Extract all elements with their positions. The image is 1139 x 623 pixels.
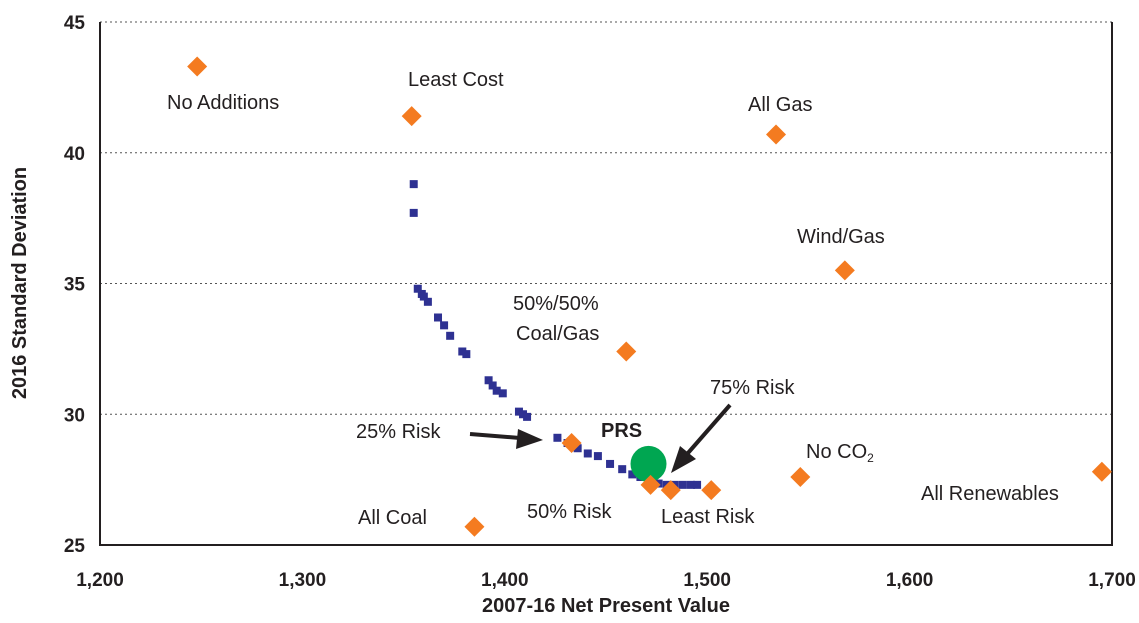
frontier-point — [484, 376, 493, 385]
annotations: No Additions Least Cost All Gas Wind/Gas… — [167, 69, 1059, 529]
x-tick-label: 1,200 — [76, 570, 124, 591]
prs-series — [630, 445, 667, 482]
portfolio-point-all-coal — [464, 516, 485, 537]
arrow-25-risk — [469, 432, 521, 440]
x-axis-title: 2007-16 Net Present Value — [482, 595, 730, 617]
label-all-renewables: All Renewables — [921, 483, 1059, 505]
frontier-point — [492, 386, 501, 395]
y-tick-label: 40 — [64, 144, 85, 165]
frontier-point — [678, 480, 687, 489]
portfolio-point-no-additions — [187, 56, 208, 77]
x-tick-label: 1,500 — [683, 570, 731, 591]
label-no-co2-subscript: 2 — [867, 451, 874, 465]
portfolio-point-all-gas — [766, 124, 787, 145]
frontier-point — [514, 407, 523, 416]
frontier-point — [434, 313, 443, 322]
tick-labels: 1,200 1,300 1,400 1,500 1,600 1,700 25 30 35 40 45 — [64, 13, 1136, 591]
gridlines — [100, 21, 1112, 415]
y-tick-label: 35 — [64, 275, 86, 296]
portfolio-point-least-cost — [401, 106, 422, 127]
frontier-point — [409, 208, 418, 217]
portfolio-point-all-renewables — [1091, 461, 1112, 482]
y-tick-label: 25 — [64, 536, 86, 557]
frontier-point — [553, 433, 562, 442]
arrow-75-risk — [686, 403, 732, 455]
label-50-risk: 50% Risk — [527, 501, 612, 523]
arrow-75-risk-head — [671, 446, 696, 473]
frontier-point — [693, 480, 702, 489]
frontier-point — [488, 381, 497, 390]
label-no-co2-main: No CO — [806, 441, 867, 463]
y-axis-title: 2016 Standard Deviation — [9, 167, 31, 399]
label-all-gas: All Gas — [748, 94, 812, 116]
frontier-point — [628, 470, 637, 479]
prs-point — [630, 445, 667, 482]
frontier-point — [573, 444, 582, 453]
y-tick-label: 45 — [64, 13, 86, 34]
label-coal-gas-line1: 50%/50% — [513, 293, 599, 315]
x-tick-label: 1,600 — [886, 570, 934, 591]
frontier-point — [498, 389, 507, 398]
frontier-point — [523, 412, 532, 421]
portfolio-point-no-co2 — [790, 467, 811, 488]
frontier-point — [687, 480, 696, 489]
frontier-point — [583, 449, 592, 458]
portfolio-point-wind-gas — [834, 260, 855, 281]
frontier-point — [462, 350, 471, 359]
label-coal-gas-line2: Coal/Gas — [516, 323, 599, 345]
frontier-point — [409, 180, 418, 189]
portfolio-point-50-risk — [640, 474, 661, 495]
label-25-risk: 25% Risk — [356, 421, 441, 443]
label-wind-gas: Wind/Gas — [797, 226, 885, 248]
label-no-co2: No CO2 — [806, 441, 874, 465]
frontier-point — [413, 284, 422, 293]
portfolio-point-50-50-coal-gas — [616, 341, 637, 362]
frontier-point — [519, 410, 528, 419]
frontier-point — [458, 347, 467, 356]
frontier-point — [593, 452, 602, 461]
x-tick-label: 1,300 — [279, 570, 327, 591]
x-tick-label: 1,400 — [481, 570, 529, 591]
arrow-25-risk-head — [516, 429, 543, 449]
label-all-coal: All Coal — [358, 507, 427, 529]
axes — [99, 22, 1113, 546]
frontier-point — [440, 321, 449, 330]
x-tick-label: 1,700 — [1088, 570, 1136, 591]
portfolio-series — [187, 56, 1112, 537]
efficient-frontier-series — [409, 180, 702, 489]
portfolio-point-least-risk — [701, 480, 722, 501]
frontier-point — [606, 459, 615, 468]
portfolio-point-25-risk — [561, 433, 582, 454]
y-tick-label: 30 — [64, 405, 85, 426]
label-prs: PRS — [601, 420, 642, 442]
frontier-point — [423, 297, 432, 306]
portfolio-point-75-risk — [660, 480, 681, 501]
arrows — [469, 403, 732, 473]
label-75-risk: 75% Risk — [710, 377, 795, 399]
frontier-point — [419, 292, 428, 301]
label-least-cost: Least Cost — [408, 69, 504, 91]
frontier-point — [618, 465, 627, 474]
label-least-risk: Least Risk — [661, 506, 755, 528]
label-no-additions: No Additions — [167, 92, 279, 114]
frontier-point — [446, 331, 455, 340]
